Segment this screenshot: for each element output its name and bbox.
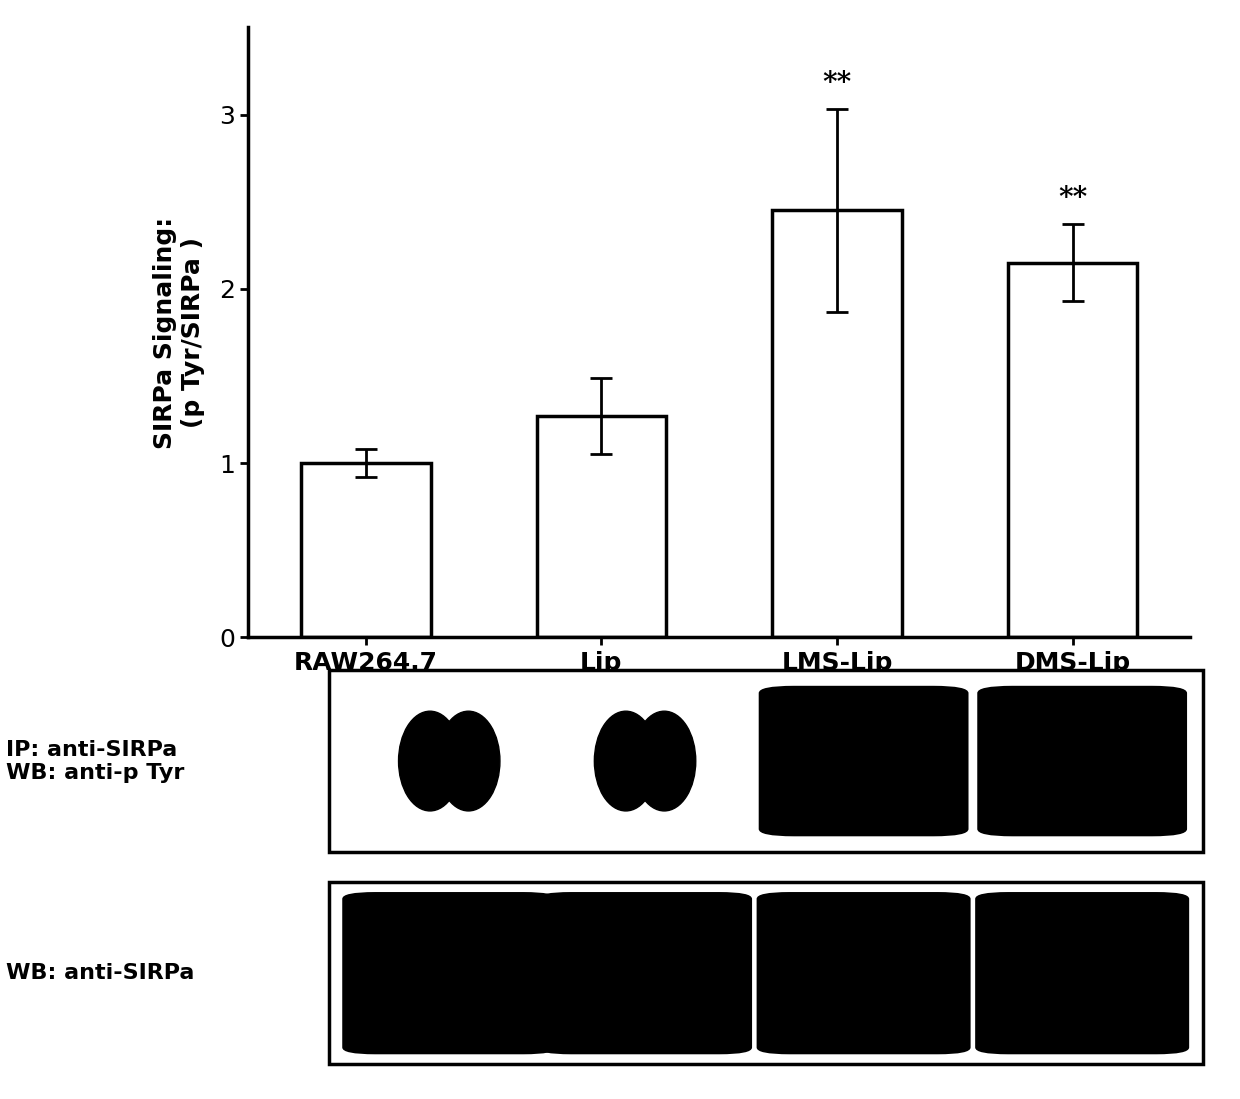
Bar xyxy=(537,417,666,637)
Ellipse shape xyxy=(594,711,657,811)
Text: IP: anti-SIRPa
WB: anti-p Tyr: IP: anti-SIRPa WB: anti-p Tyr xyxy=(6,740,185,784)
Ellipse shape xyxy=(632,711,696,811)
Ellipse shape xyxy=(436,711,500,811)
FancyBboxPatch shape xyxy=(759,686,968,836)
Bar xyxy=(773,210,901,637)
Text: **: ** xyxy=(822,70,852,97)
FancyBboxPatch shape xyxy=(329,670,1203,852)
Bar xyxy=(1008,263,1137,637)
Bar xyxy=(301,463,430,637)
FancyBboxPatch shape xyxy=(756,892,971,1054)
Ellipse shape xyxy=(398,711,461,811)
Y-axis label: SIRPa Signaling:
(p Tyr/SIRPa ): SIRPa Signaling: (p Tyr/SIRPa ) xyxy=(153,217,205,448)
FancyBboxPatch shape xyxy=(538,892,753,1054)
Text: **: ** xyxy=(1058,186,1087,212)
FancyBboxPatch shape xyxy=(975,892,1189,1054)
Text: WB: anti-SIRPa: WB: anti-SIRPa xyxy=(6,963,195,983)
FancyBboxPatch shape xyxy=(342,892,557,1054)
FancyBboxPatch shape xyxy=(977,686,1187,836)
FancyBboxPatch shape xyxy=(329,882,1203,1064)
